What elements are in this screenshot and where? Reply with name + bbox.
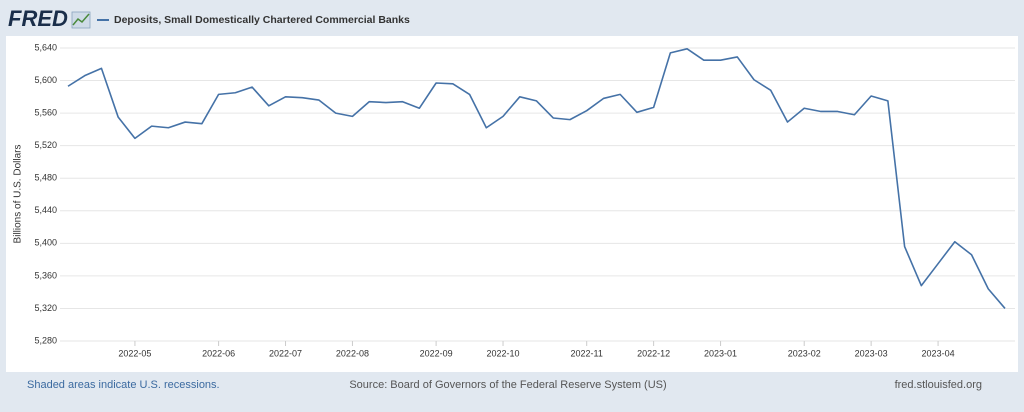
legend-label: Deposits, Small Domestically Chartered C… bbox=[114, 14, 410, 26]
y-tick-label: 5,640 bbox=[34, 42, 57, 52]
data-line bbox=[67, 48, 1006, 309]
x-tick-label: 2023-01 bbox=[704, 348, 737, 358]
x-tick-label: 2022-12 bbox=[637, 348, 670, 358]
y-tick-label: 5,360 bbox=[34, 270, 57, 280]
plot-panel bbox=[6, 36, 1018, 372]
footer-source: Source: Board of Governors of the Federa… bbox=[349, 379, 666, 391]
x-tick-label: 2022-10 bbox=[487, 348, 520, 358]
y-tick-label: 5,400 bbox=[34, 238, 57, 248]
y-tick-label: 5,480 bbox=[34, 173, 57, 183]
y-axis-label: Billions of U.S. Dollars bbox=[13, 145, 24, 244]
x-tick-label: 2022-09 bbox=[420, 348, 453, 358]
x-tick-label: 2022-05 bbox=[118, 348, 151, 358]
y-tick-label: 5,520 bbox=[34, 140, 57, 150]
x-tick-label: 2023-02 bbox=[788, 348, 821, 358]
y-tick-label: 5,440 bbox=[34, 205, 57, 215]
y-tick-label: 5,320 bbox=[34, 303, 57, 313]
logo-icon bbox=[71, 11, 91, 29]
logo: FRED bbox=[8, 6, 68, 31]
y-tick-label: 5,560 bbox=[34, 107, 57, 117]
footer-site: fred.stlouisfed.org bbox=[895, 379, 982, 391]
x-tick-label: 2023-03 bbox=[855, 348, 888, 358]
x-tick-label: 2022-07 bbox=[269, 348, 302, 358]
x-tick-label: 2022-08 bbox=[336, 348, 369, 358]
y-tick-label: 5,600 bbox=[34, 75, 57, 85]
x-tick-label: 2022-11 bbox=[571, 348, 603, 358]
x-tick-label: 2022-06 bbox=[202, 348, 235, 358]
footer-note: Shaded areas indicate U.S. recessions. bbox=[27, 379, 220, 391]
y-tick-label: 5,280 bbox=[34, 335, 57, 345]
x-tick-label: 2023-04 bbox=[922, 348, 955, 358]
